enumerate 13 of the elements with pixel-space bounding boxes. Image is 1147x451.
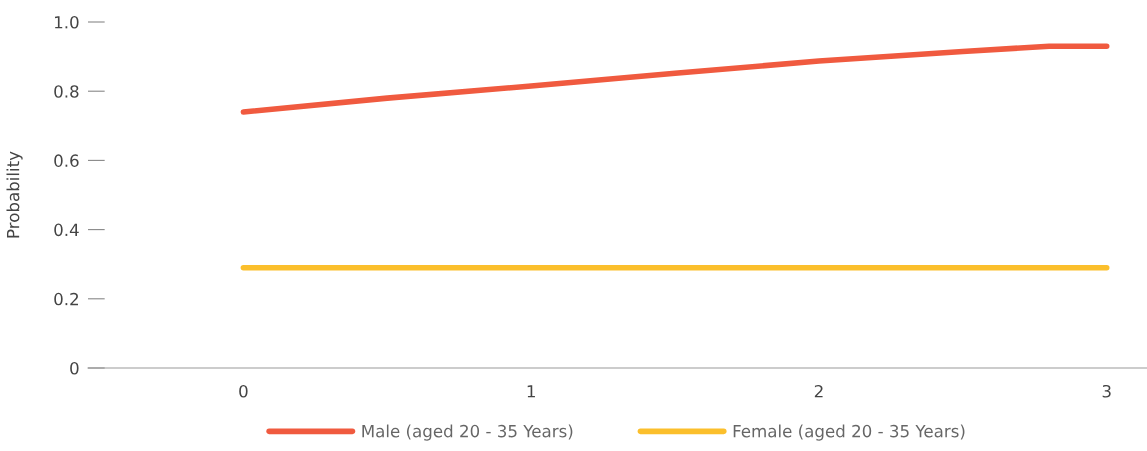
y-axis-title: Probability xyxy=(6,151,23,238)
x-tick-label: 1 xyxy=(527,385,535,398)
x-tick-label: 0 xyxy=(239,384,248,398)
y-tick-label: 0 xyxy=(70,361,79,375)
legend-label: Male (aged 20 - 35 Years) xyxy=(362,424,573,441)
y-tick-label: 1.0 xyxy=(54,15,79,29)
y-tick-label: 0.6 xyxy=(54,154,79,167)
y-tick-label: 0.2 xyxy=(54,292,78,306)
legend-label: Female (aged 20 - 35 Years) xyxy=(733,424,965,441)
y-tick-label: 0.4 xyxy=(54,223,79,237)
x-tick-label: 3 xyxy=(1102,384,1111,398)
y-tick-label: 0.8 xyxy=(54,85,79,98)
x-tick-label: 2 xyxy=(814,384,823,398)
